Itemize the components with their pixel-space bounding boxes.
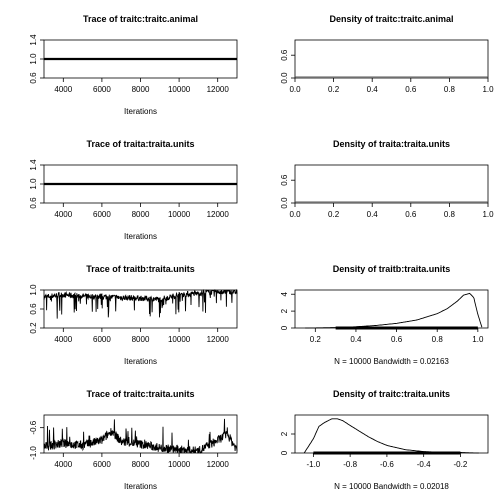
- rug: [335, 326, 478, 330]
- x-tick-label: 10000: [168, 335, 191, 344]
- y-tick-label: 1.0: [29, 284, 38, 296]
- x-tick-label: 10000: [168, 85, 191, 94]
- x-tick-label: 4000: [54, 335, 72, 344]
- panel-4: Density of traita:traita.units 0.0 0.2 0.4 0…: [280, 139, 494, 219]
- panel-title: Trace of traitb:traita.units: [86, 264, 195, 274]
- x-tick-label: -0.6: [380, 460, 394, 469]
- rug: [313, 451, 461, 455]
- panel-7: Trace of traitc:traita.units 4000 6000 8000…: [29, 389, 238, 491]
- panel-title: Density of traita:traita.units: [333, 139, 450, 149]
- y-tick-label: 4: [280, 291, 289, 296]
- x-tick-label: 6000: [93, 85, 111, 94]
- y-tick-label: 0.6: [29, 72, 38, 84]
- panel-8: Density of traitc:traita.units -1.0 -0.8 -0…: [280, 389, 489, 491]
- y-tick-label: 0.0: [280, 197, 289, 209]
- x-tick-label: 4000: [54, 460, 72, 469]
- trace-line: [43, 418, 238, 454]
- y-tick-label: 0.6: [29, 197, 38, 209]
- x-tick-label: 0.4: [350, 335, 362, 344]
- panel-title: Trace of traitc:traitc.animal: [83, 14, 198, 24]
- x-tick-label: 0.6: [405, 85, 417, 94]
- y-tick-label: 1.4: [29, 34, 38, 46]
- density-line: [305, 292, 483, 329]
- x-tick-label: 8000: [132, 210, 150, 219]
- x-tick-label: 0.8: [444, 210, 456, 219]
- y-tick-label: 1.0: [29, 178, 38, 190]
- density-line: [303, 418, 479, 454]
- x-tick-label: 0.6: [405, 210, 417, 219]
- panel-title: Density of traitb:traita.units: [333, 264, 451, 274]
- y-tick-label: 1.0: [29, 53, 38, 65]
- y-tick-label: 2: [280, 431, 289, 436]
- x-tick-label: 0.2: [310, 335, 322, 344]
- y-tick-label: 0.6: [29, 303, 38, 315]
- plot-frame: [294, 164, 489, 204]
- plot-frame: [294, 39, 489, 79]
- panel-3: Trace of traita:traita.units 4000 6000 8000…: [29, 139, 238, 241]
- x-tick-label: 4000: [54, 210, 72, 219]
- x-tick-label: 8000: [132, 85, 150, 94]
- x-tick-label: 0.0: [289, 85, 301, 94]
- x-tick-label: 6000: [93, 210, 111, 219]
- x-tick-label: -0.4: [417, 460, 431, 469]
- x-axis-label: Iterations: [124, 232, 157, 241]
- y-tick-label: 0: [280, 325, 289, 330]
- x-axis-label: N = 10000 Bandwidth = 0.02163: [334, 357, 449, 366]
- panel-2: Density of traitc:traitc.animal 0.0 0.2 0.4…: [280, 14, 494, 94]
- x-tick-label: -0.8: [343, 460, 357, 469]
- y-tick-label: 0.6: [280, 49, 289, 61]
- x-axis-label: Iterations: [124, 357, 157, 366]
- x-tick-label: 6000: [93, 460, 111, 469]
- panel-title: Density of traitc:traita.units: [333, 389, 450, 399]
- trace-line: [43, 288, 238, 319]
- x-tick-label: 0.2: [328, 85, 340, 94]
- x-tick-label: 8000: [132, 460, 150, 469]
- x-tick-label: 0.6: [391, 335, 403, 344]
- x-tick-label: 0.8: [432, 335, 444, 344]
- x-tick-label: 0.8: [444, 85, 456, 94]
- x-tick-label: 0.4: [367, 210, 379, 219]
- x-tick-label: 10000: [168, 460, 191, 469]
- panel-6: Density of traitb:traita.units 0.2 0.4 0.6 0…: [280, 264, 489, 366]
- x-axis-label: Iterations: [124, 482, 157, 491]
- y-tick-label: 0.2: [29, 322, 38, 334]
- x-tick-label: -0.2: [454, 460, 468, 469]
- x-tick-label: 1.0: [482, 210, 494, 219]
- y-tick-label: 2: [280, 308, 289, 313]
- y-tick-label: 0: [280, 450, 289, 455]
- y-tick-label: -1.0: [29, 446, 38, 460]
- plot-frame: [294, 414, 489, 454]
- panel-title: Trace of traitc:traita.units: [86, 389, 194, 399]
- x-tick-label: 0.0: [289, 210, 301, 219]
- x-tick-label: 12000: [207, 210, 230, 219]
- x-tick-label: 4000: [54, 85, 72, 94]
- plot-frame: [294, 289, 489, 329]
- panel-title: Density of traitc:traitc.animal: [329, 14, 453, 24]
- x-tick-label: 0.4: [367, 85, 379, 94]
- y-tick-label: 0.6: [280, 174, 289, 186]
- x-axis-label: N = 10000 Bandwidth = 0.02018: [334, 482, 449, 491]
- x-tick-label: 12000: [207, 85, 230, 94]
- x-tick-label: 10000: [168, 210, 191, 219]
- x-tick-label: 0.2: [328, 210, 340, 219]
- x-tick-label: 12000: [207, 335, 230, 344]
- y-tick-label: -0.6: [29, 420, 38, 434]
- y-tick-label: 1.4: [29, 159, 38, 171]
- panel-title: Trace of traita:traita.units: [86, 139, 194, 149]
- x-tick-label: 1.0: [472, 335, 484, 344]
- x-tick-label: -1.0: [306, 460, 320, 469]
- x-axis-label: Iterations: [124, 107, 157, 116]
- x-tick-label: 8000: [132, 335, 150, 344]
- panel-1: Trace of traitc:traitc.animal 4000 6000 800…: [29, 14, 238, 116]
- panel-5: Trace of traitb:traita.units 4000 6000 8000…: [29, 264, 238, 366]
- x-tick-label: 6000: [93, 335, 111, 344]
- y-tick-label: 0.0: [280, 72, 289, 84]
- x-tick-label: 12000: [207, 460, 230, 469]
- x-tick-label: 1.0: [482, 85, 494, 94]
